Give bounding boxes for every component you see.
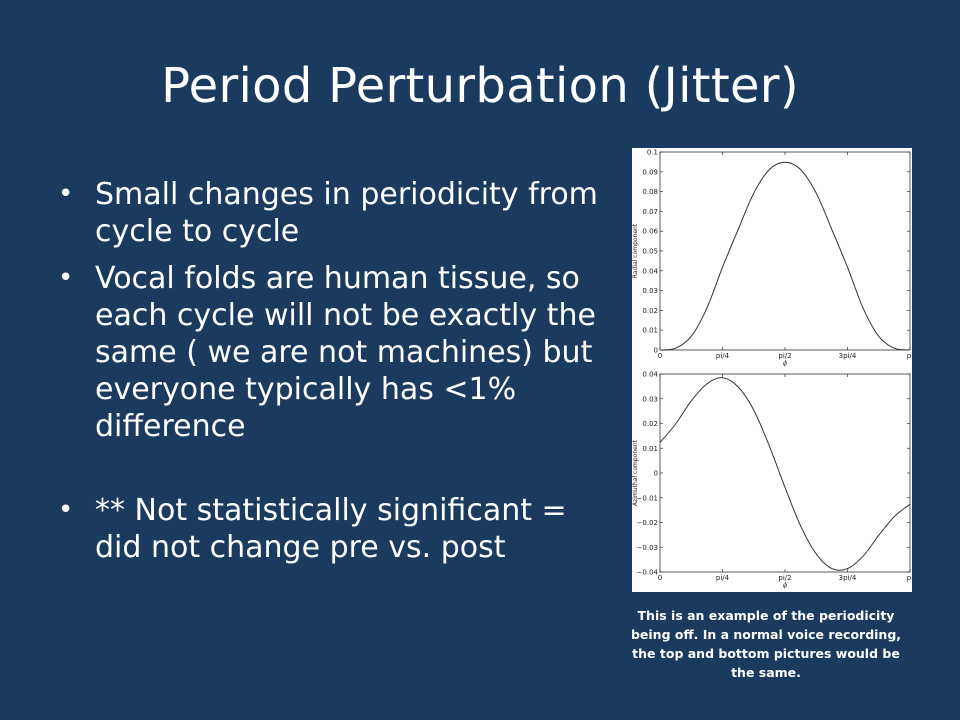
x-tick-label: 0 bbox=[658, 574, 662, 582]
bullet-item: Vocal folds are human tissue, so each cy… bbox=[58, 260, 618, 445]
plot-frame bbox=[659, 151, 911, 351]
chart-figure: 0 0.01 0.02 0.03 0.04 0.05 0.06 0.07 0.08 0.09 0.1… bbox=[632, 148, 912, 592]
bullet-item: Small changes in periodicity from cycle … bbox=[58, 176, 618, 250]
y-tick-label: 0.06 bbox=[642, 228, 658, 236]
y-tick-label: 0.09 bbox=[642, 168, 658, 176]
x-axis-label: ϕ bbox=[783, 582, 787, 589]
figure-caption: This is an example of the periodicity be… bbox=[630, 608, 902, 680]
y-tick-label: 0.08 bbox=[642, 188, 658, 196]
y-tick-label: 0.03 bbox=[642, 287, 658, 295]
x-axis-label: ϕ bbox=[783, 360, 787, 367]
bullet-list: Small changes in periodicity from cycle … bbox=[58, 176, 618, 566]
y-tick-label: −0.04 bbox=[637, 569, 659, 577]
y-tick-label: −0.02 bbox=[637, 519, 658, 527]
chart-svg: 0 0.01 0.02 0.03 0.04 0.05 0.06 0.07 0.08 0.09 0.1… bbox=[632, 149, 912, 590]
series-line bbox=[659, 161, 911, 351]
x-tick-label: pi/2 bbox=[778, 574, 791, 582]
y-tick-label: 0.01 bbox=[642, 445, 658, 453]
y-tick-label: 0.02 bbox=[642, 307, 658, 315]
series-line bbox=[659, 377, 911, 571]
slide-title: Period Perturbation (Jitter) bbox=[161, 58, 799, 114]
y-tick-label: −0.03 bbox=[637, 544, 658, 552]
y-tick-label: 0.1 bbox=[647, 149, 658, 157]
y-tick-label: 0 bbox=[654, 470, 658, 478]
y-axis-label: Azimuthal component bbox=[632, 439, 639, 506]
x-tick-label: 0 bbox=[658, 352, 662, 360]
x-tick-label: pi bbox=[907, 574, 912, 582]
y-axis-label: Radial component bbox=[632, 223, 639, 278]
y-tick-label: 0.03 bbox=[642, 395, 658, 403]
y-tick-label: 0.02 bbox=[642, 420, 658, 428]
x-tick-label: 3pi/4 bbox=[839, 574, 857, 582]
plot-frame bbox=[659, 373, 911, 573]
y-tick-label: 0 bbox=[654, 347, 658, 355]
y-tick-label: −0.01 bbox=[637, 494, 658, 502]
y-tick-label: 0.04 bbox=[642, 371, 658, 379]
x-tick-label: pi/4 bbox=[716, 352, 730, 360]
y-tick-label: 0.04 bbox=[642, 267, 658, 275]
y-tick-label: 0.01 bbox=[642, 327, 658, 335]
bullet-item: ** Not statistically significant = did n… bbox=[58, 492, 618, 566]
x-tick-label: 3pi/4 bbox=[839, 352, 857, 360]
x-tick-label: pi/2 bbox=[778, 352, 791, 360]
y-tick-label: 0.05 bbox=[642, 248, 658, 256]
y-tick-label: 0.07 bbox=[642, 208, 658, 216]
x-tick-label: pi bbox=[907, 352, 912, 360]
x-tick-label: pi/4 bbox=[716, 574, 730, 582]
